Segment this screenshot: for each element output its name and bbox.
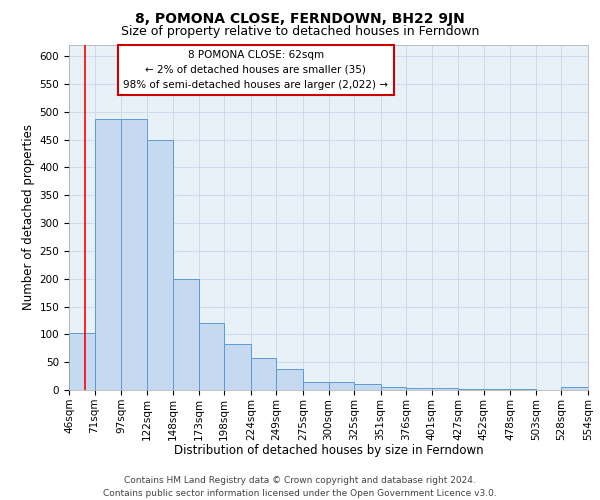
Bar [199,322,224,390]
Text: 8, POMONA CLOSE, FERNDOWN, BH22 9JN: 8, POMONA CLOSE, FERNDOWN, BH22 9JN [135,12,465,26]
Text: Size of property relative to detached houses in Ferndown: Size of property relative to detached ho… [121,25,479,38]
Bar [354,384,380,390]
Bar [146,140,173,390]
Bar [121,119,146,390]
Bar [224,344,251,390]
Bar [95,119,121,390]
Bar [458,389,484,390]
X-axis label: Distribution of detached houses by size in Ferndown: Distribution of detached houses by size … [173,444,484,457]
Bar [562,387,588,390]
Bar [277,369,303,390]
Bar [251,358,277,390]
Bar [431,388,458,390]
Bar [406,388,431,390]
Bar [329,382,354,390]
Bar [303,382,329,390]
Text: 8 POMONA CLOSE: 62sqm
← 2% of detached houses are smaller (35)
98% of semi-detac: 8 POMONA CLOSE: 62sqm ← 2% of detached h… [124,50,388,90]
Y-axis label: Number of detached properties: Number of detached properties [22,124,35,310]
Bar [173,278,199,390]
Bar [69,332,95,390]
Text: Contains HM Land Registry data © Crown copyright and database right 2024.
Contai: Contains HM Land Registry data © Crown c… [103,476,497,498]
Bar [380,387,406,390]
